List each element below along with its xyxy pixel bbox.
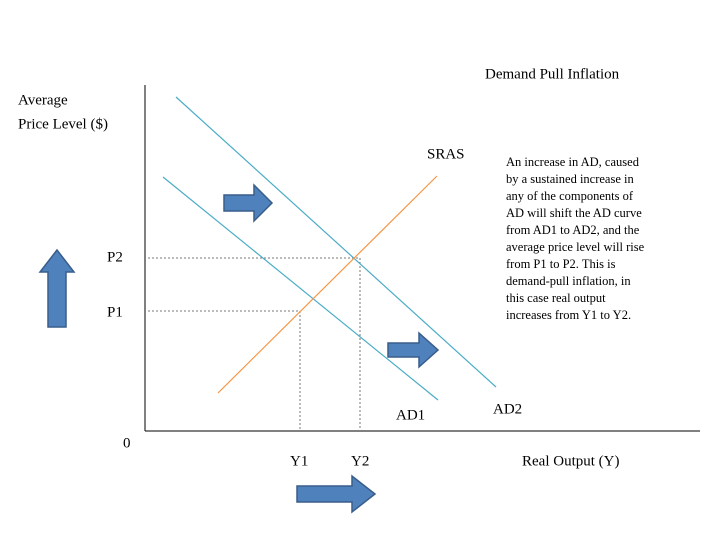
- note-line: by a sustained increase in: [506, 172, 634, 186]
- output-arrow: [296, 474, 377, 514]
- price-label: P2: [107, 249, 123, 265]
- ad2-label: AD2: [493, 401, 522, 417]
- note-line: An increase in AD, caused: [506, 155, 640, 169]
- note-line: this case real output: [506, 291, 606, 305]
- output-label: Y2: [351, 453, 369, 469]
- shift-arrow: [223, 183, 274, 223]
- note-line: demand-pull inflation, in: [506, 274, 631, 288]
- price-label: P1: [107, 304, 123, 320]
- title: Demand Pull Inflation: [485, 66, 620, 82]
- x-axis-label: Real Output (Y): [522, 453, 619, 469]
- shift-arrow: [387, 331, 440, 369]
- note-line: average price level will rise: [506, 240, 645, 254]
- y-axis-label: Average: [18, 92, 68, 108]
- sras-label: SRAS: [427, 146, 465, 162]
- note: An increase in AD, caused by a sustained…: [506, 155, 645, 322]
- output-label: Y1: [290, 453, 308, 469]
- note-line: increases from Y1 to Y2.: [506, 308, 631, 322]
- price-arrow: [38, 248, 76, 328]
- ad1-curve: [162, 176, 439, 401]
- note-line: AD will shift the AD curve: [506, 206, 642, 220]
- ad1-label: AD1: [396, 407, 425, 423]
- ad2-curve: [175, 96, 497, 388]
- sras-curve: [217, 175, 438, 394]
- note-line: from P1 to P2. This is: [506, 257, 616, 271]
- y-axis-label: Price Level ($): [18, 116, 108, 132]
- note-line: any of the components of: [506, 189, 634, 203]
- note-line: from AD1 to AD2, and the: [506, 223, 640, 237]
- origin-label: 0: [123, 435, 131, 451]
